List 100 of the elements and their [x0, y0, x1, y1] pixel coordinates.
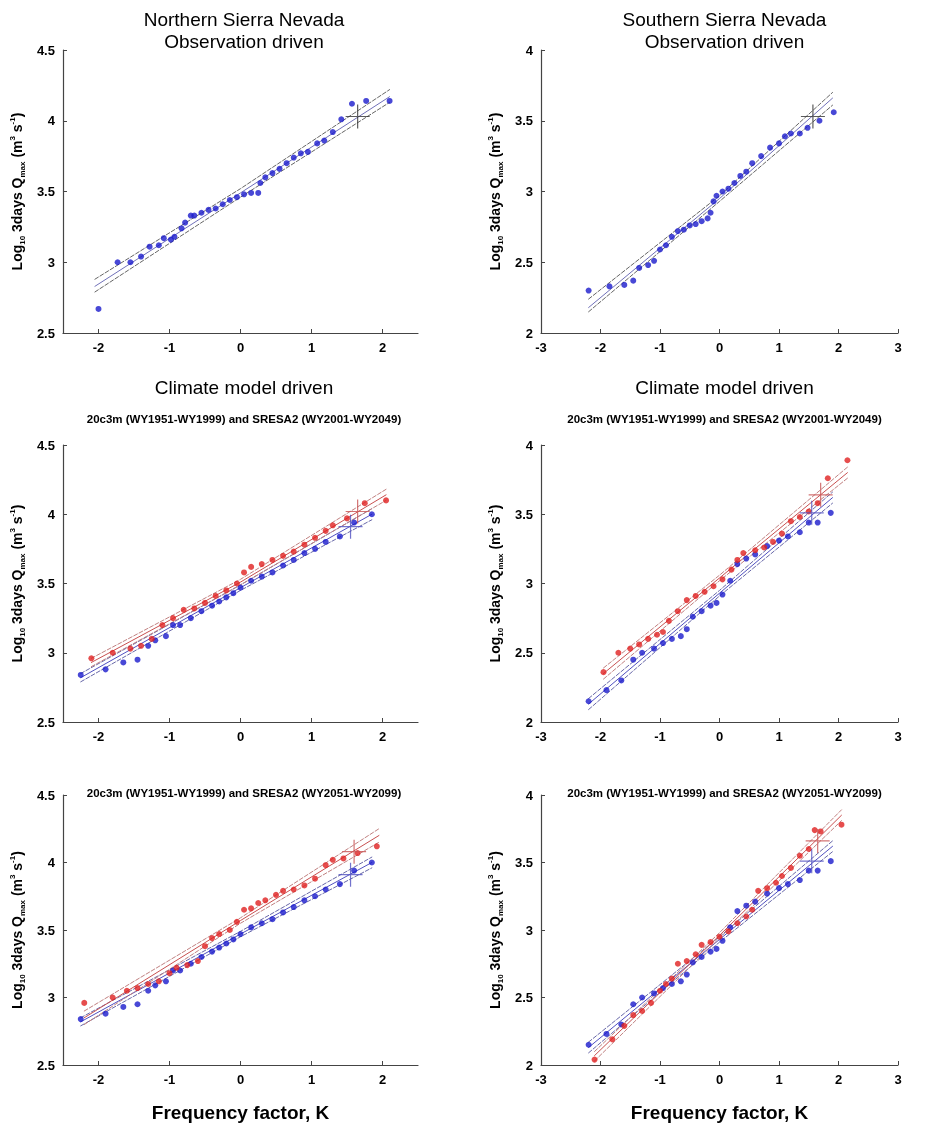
point: [674, 960, 681, 967]
point: [659, 628, 666, 635]
point: [351, 519, 358, 526]
point: [148, 635, 155, 642]
point: [237, 931, 244, 938]
point: [301, 541, 308, 548]
point: [209, 602, 216, 609]
point: [752, 547, 759, 554]
point: [740, 550, 747, 557]
point: [201, 943, 208, 950]
point: [639, 1008, 646, 1014]
point: [796, 529, 803, 536]
x-tick-label: 0: [236, 340, 245, 355]
point: [698, 608, 705, 615]
point: [272, 891, 279, 898]
point: [304, 148, 311, 155]
point: [683, 958, 690, 965]
chart-title: Climate model driven: [154, 377, 334, 398]
point: [713, 599, 720, 606]
point: [322, 538, 329, 545]
point: [280, 562, 287, 569]
point: [182, 219, 189, 226]
point: [241, 906, 248, 913]
point: [155, 242, 162, 249]
point: [662, 981, 669, 987]
text: Log10 3days Qmax (m3 s-1): [485, 851, 505, 1009]
y-tick-label: 4: [525, 437, 534, 453]
x-tick-label: -1: [654, 340, 666, 355]
x-tick-label: 1: [775, 729, 783, 744]
x-tick-label: 0: [236, 729, 245, 744]
point: [827, 509, 834, 516]
point: [659, 640, 666, 647]
point: [146, 243, 153, 250]
text: Log10 3days Qmax (m3 s-1): [7, 851, 27, 1009]
point: [194, 958, 201, 965]
point: [811, 827, 818, 834]
point: [603, 687, 610, 694]
x-tick-label: 2: [834, 1072, 843, 1087]
point: [677, 978, 684, 985]
point: [170, 615, 177, 622]
point: [770, 538, 777, 545]
x-tick-label: 1: [307, 340, 316, 355]
x-tick-label: -1: [654, 1072, 666, 1087]
point: [312, 545, 319, 552]
point: [796, 877, 803, 884]
point: [248, 189, 255, 196]
point: [283, 160, 290, 167]
point: [276, 165, 283, 172]
point: [322, 862, 329, 869]
point: [784, 533, 791, 540]
y-tick-label: 3.5: [514, 113, 533, 129]
point: [336, 881, 343, 888]
point: [301, 897, 308, 904]
y-tick-label: 3.5: [36, 922, 55, 938]
point: [683, 626, 690, 633]
point: [233, 580, 240, 587]
point: [258, 561, 265, 568]
point: [127, 259, 134, 266]
point: [651, 257, 658, 264]
point: [585, 1041, 592, 1048]
point: [329, 856, 336, 863]
point: [329, 129, 336, 136]
point: [600, 669, 607, 676]
point: [698, 941, 705, 948]
y-tick-label: 4: [47, 506, 56, 522]
point: [248, 577, 255, 584]
point: [95, 305, 102, 312]
point: [262, 174, 269, 181]
point: [102, 1010, 109, 1017]
point: [692, 951, 699, 958]
x-tick-label: -1: [163, 340, 176, 355]
point: [152, 982, 159, 989]
point: [804, 124, 811, 131]
point: [585, 698, 592, 705]
chart-title: Climate model driven: [635, 377, 814, 398]
x-tick-label: -2: [92, 729, 105, 744]
point: [223, 587, 230, 594]
x-tick-label: -3: [535, 340, 547, 355]
point: [778, 873, 785, 879]
point: [177, 622, 184, 629]
point: [258, 920, 265, 927]
point: [216, 931, 223, 938]
point: [134, 1001, 141, 1008]
point: [205, 206, 212, 213]
point: [255, 189, 262, 196]
point: [212, 592, 219, 599]
point: [692, 221, 699, 228]
y-tick-label: 3: [47, 645, 55, 661]
point: [734, 920, 741, 927]
point: [269, 569, 276, 576]
point: [778, 530, 785, 537]
y-tick-label: 4.5: [36, 437, 55, 453]
y-tick-label: 2.5: [36, 325, 55, 341]
point: [727, 577, 734, 584]
text: Log10 3days Qmax (m3 s-1): [485, 112, 505, 271]
point: [749, 160, 756, 167]
y-tick-label: 3.5: [36, 184, 55, 199]
x-tick-label: -3: [535, 729, 547, 744]
x-tick-label: -2: [594, 1072, 607, 1087]
point: [138, 642, 145, 649]
